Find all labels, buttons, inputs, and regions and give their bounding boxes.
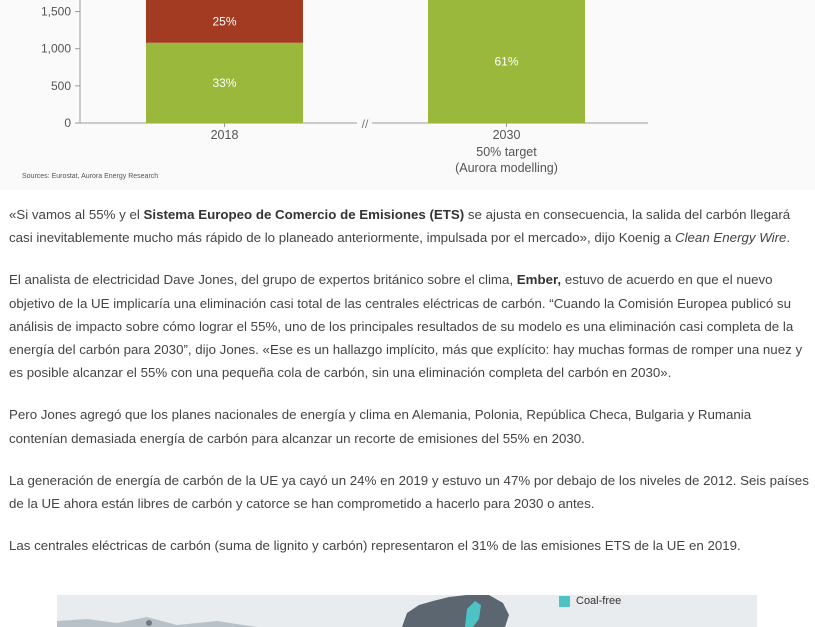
bar-segment [146, 0, 303, 43]
map-legend: Coal-free [559, 595, 621, 607]
paragraph-2: El analista de electricidad Dave Jones, … [9, 272, 803, 381]
y-tick-label: 0 [64, 116, 71, 130]
x-tick-label: 2018 [211, 128, 239, 142]
map-land [57, 617, 257, 627]
bar-data-label: 61% [494, 55, 518, 69]
y-tick-label: 1,000 [41, 42, 71, 56]
paragraph-5: Las centrales eléctricas de carbón (suma… [9, 538, 741, 554]
bar-data-label: 25% [212, 14, 236, 28]
chart-source: Sources: Eurostat, Aurora Energy Researc… [22, 173, 159, 180]
bar-data-label: 33% [212, 76, 236, 90]
x-tick-sublabel: (Aurora modelling) [455, 161, 558, 175]
paragraph-3: Pero Jones agregó que los planes naciona… [9, 407, 752, 446]
y-tick-label: 1,500 [41, 5, 71, 19]
axis-break: // [362, 117, 369, 131]
ets-bold: Sistema Europeo de Comercio de Emisiones… [143, 207, 465, 222]
bar-segment [146, 42, 303, 124]
map-coal-free-finland [465, 601, 481, 627]
x-tick-label: 2030 [493, 128, 521, 142]
x-tick-sublabel: 50% target [476, 145, 537, 159]
clean-energy-wire-italic: Clean Energy Wire [674, 230, 787, 246]
bar-segment [428, 0, 585, 123]
paragraph-4: La generación de energía de carbón de la… [9, 472, 809, 512]
bar-chart: 0 500 1,000 1,500 // 33% 61% 25% 2018 2030 50% tar… [0, 0, 815, 190]
map-scandinavia [402, 595, 509, 627]
legend-swatch-coal-free [559, 595, 570, 607]
y-tick-label: 500 [51, 79, 71, 93]
map-dot [146, 620, 152, 626]
ember-bold: Ember, [516, 272, 562, 288]
coal-map: Coal-free [57, 595, 757, 627]
chart-svg: 0 500 1,000 1,500 // 33% 61% 25% 2018 2030 50% tar… [41, 0, 648, 175]
legend-label: Coal-free [576, 595, 622, 607]
paragraph-1: «Si vamos al 55% y el Sistema Europeo de… [9, 207, 791, 246]
article-body: «Si vamos al 55% y el Sistema Europeo de… [9, 203, 809, 576]
map-land-shapes [57, 595, 509, 627]
